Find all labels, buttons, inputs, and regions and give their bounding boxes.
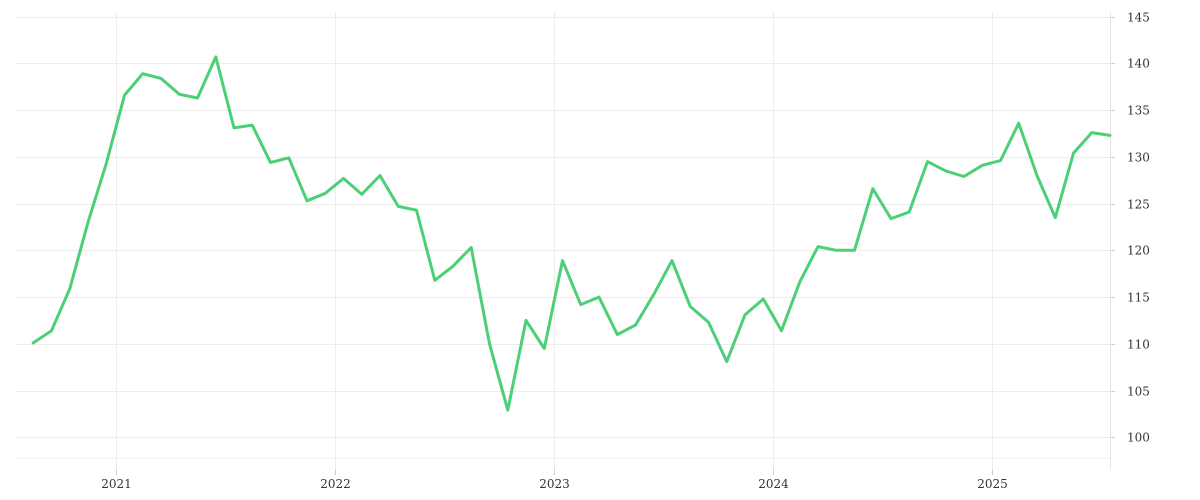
y-tick-label: 110 <box>1127 338 1150 352</box>
y-tick-label: 125 <box>1127 198 1150 212</box>
y-tick-label: 120 <box>1127 244 1150 258</box>
x-tick-label: 2024 <box>758 477 789 491</box>
y-tick-label: 135 <box>1127 104 1150 118</box>
x-tick-label: 2021 <box>101 477 132 491</box>
x-tick-label: 2025 <box>977 477 1008 491</box>
x-tick-label: 2022 <box>320 477 351 491</box>
series-line-0 <box>31 55 1112 412</box>
grid <box>15 12 1110 470</box>
y-tick-label: 145 <box>1127 11 1150 25</box>
y-tick-label: 100 <box>1127 431 1150 445</box>
y-tick-label: 130 <box>1127 151 1150 165</box>
y-tick-label: 115 <box>1127 291 1150 305</box>
y-tick-label: 140 <box>1127 57 1150 71</box>
axes <box>116 12 1115 475</box>
tick-labels: 100 105 110 115 120 125 130 135 140 145 2021 2022 20… <box>101 11 1150 492</box>
y-tick-label: 105 <box>1127 385 1150 399</box>
series <box>31 55 1112 412</box>
x-tick-label: 2023 <box>539 477 570 491</box>
